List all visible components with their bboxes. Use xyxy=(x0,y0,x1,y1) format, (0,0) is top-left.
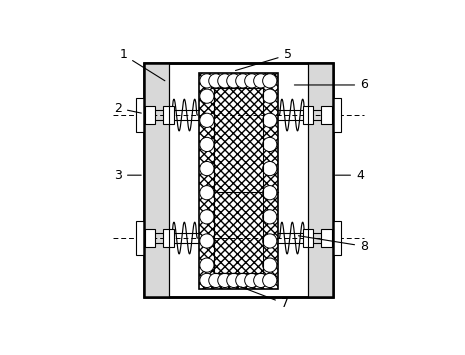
Circle shape xyxy=(209,74,223,88)
Bar xyxy=(199,73,278,289)
Circle shape xyxy=(218,273,232,288)
Circle shape xyxy=(236,273,250,288)
Circle shape xyxy=(227,74,241,88)
Circle shape xyxy=(236,74,250,88)
Circle shape xyxy=(263,186,277,200)
Text: 5: 5 xyxy=(235,48,292,71)
Bar xyxy=(332,221,341,255)
Circle shape xyxy=(254,273,268,288)
Circle shape xyxy=(263,74,277,88)
Text: 8: 8 xyxy=(299,236,368,253)
Circle shape xyxy=(245,273,259,288)
Circle shape xyxy=(200,113,214,127)
Circle shape xyxy=(263,162,277,176)
Bar xyxy=(303,229,313,247)
Bar xyxy=(303,106,313,124)
Circle shape xyxy=(263,89,277,103)
Circle shape xyxy=(263,258,277,272)
Bar xyxy=(199,73,278,289)
Bar xyxy=(136,221,144,255)
Circle shape xyxy=(200,162,214,176)
Circle shape xyxy=(263,234,277,248)
Bar xyxy=(144,63,169,297)
Bar xyxy=(321,229,332,247)
Circle shape xyxy=(245,74,259,88)
Circle shape xyxy=(200,186,214,200)
Circle shape xyxy=(200,137,214,152)
Bar xyxy=(332,98,341,132)
Circle shape xyxy=(218,74,232,88)
Bar xyxy=(163,229,174,247)
Bar xyxy=(144,63,332,297)
Text: 3: 3 xyxy=(114,169,141,182)
Text: 6: 6 xyxy=(294,78,368,92)
Bar xyxy=(214,88,263,273)
Bar xyxy=(145,229,155,247)
Circle shape xyxy=(263,210,277,224)
Text: 7: 7 xyxy=(241,287,289,310)
Circle shape xyxy=(263,137,277,152)
Text: 1: 1 xyxy=(120,48,165,81)
Circle shape xyxy=(254,74,268,88)
Circle shape xyxy=(263,273,277,288)
Bar xyxy=(136,98,144,132)
Circle shape xyxy=(200,89,214,103)
Circle shape xyxy=(200,273,214,288)
Circle shape xyxy=(200,234,214,248)
Text: 2: 2 xyxy=(114,102,141,115)
Bar xyxy=(321,106,332,124)
Bar xyxy=(144,63,332,297)
Circle shape xyxy=(200,210,214,224)
Text: 4: 4 xyxy=(335,169,364,182)
Circle shape xyxy=(263,113,277,127)
Circle shape xyxy=(209,273,223,288)
Bar xyxy=(163,106,174,124)
Bar xyxy=(145,106,155,124)
Bar xyxy=(308,63,332,297)
Circle shape xyxy=(200,74,214,88)
Circle shape xyxy=(227,273,241,288)
Circle shape xyxy=(200,258,214,272)
